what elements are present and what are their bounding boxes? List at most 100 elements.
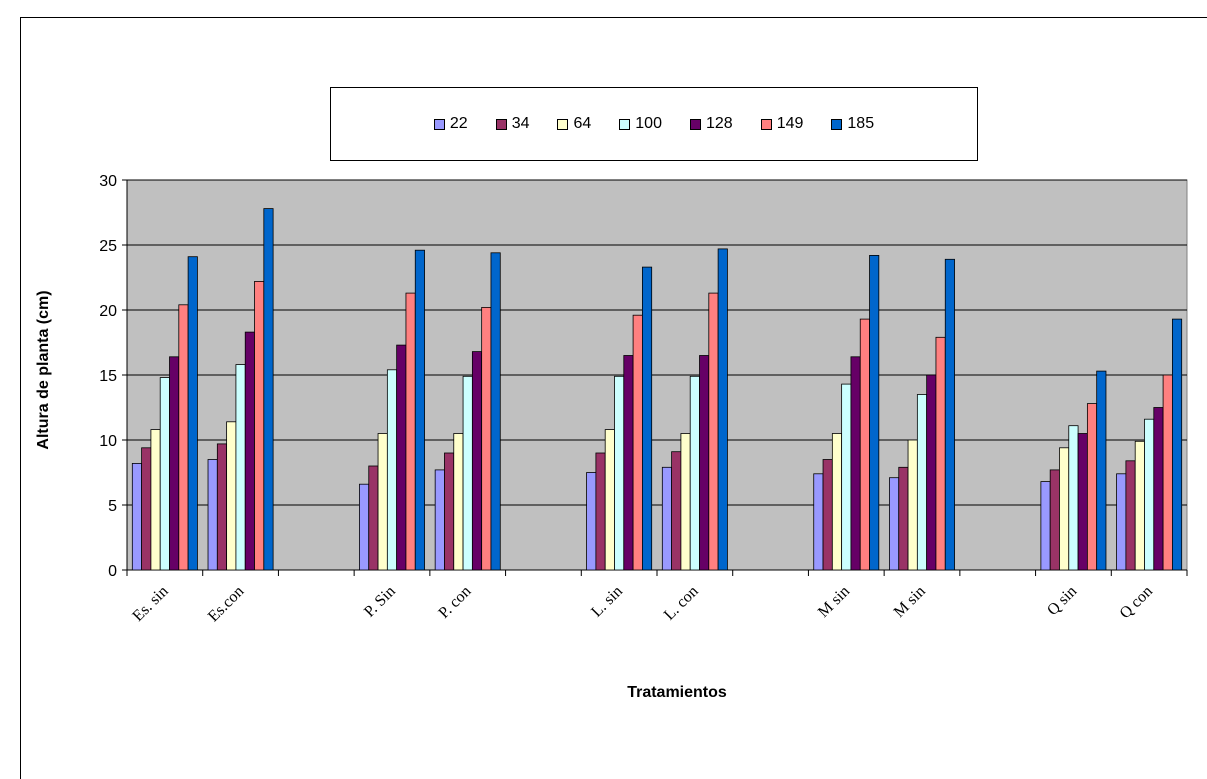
- bar: [1144, 418, 1155, 571]
- bar: [254, 280, 265, 571]
- bar: [216, 443, 228, 571]
- bar: [1068, 425, 1079, 571]
- bar: [916, 394, 928, 571]
- bar: [1162, 374, 1173, 571]
- bar: [708, 292, 719, 571]
- bar: [604, 429, 615, 571]
- y-tick-label: 15: [99, 368, 117, 385]
- bar: [1049, 469, 1060, 571]
- bar: [414, 249, 425, 571]
- legend-swatch: [760, 118, 772, 130]
- bar: [841, 383, 852, 571]
- bar: [244, 331, 255, 571]
- legend-swatch: [619, 118, 631, 130]
- bar: [632, 314, 643, 571]
- bar: [1125, 460, 1136, 571]
- bar: [1086, 403, 1098, 571]
- bar: [471, 351, 483, 571]
- bar: [141, 447, 152, 571]
- bar: [717, 248, 728, 571]
- legend-label: 64: [573, 115, 592, 132]
- bar: [595, 452, 606, 571]
- bar: [396, 344, 407, 571]
- legend-item: 149: [760, 115, 804, 133]
- bar: [444, 452, 455, 571]
- bar: [207, 459, 218, 571]
- legend-swatch: [831, 118, 843, 130]
- bar: [226, 421, 237, 571]
- bar: [641, 266, 653, 571]
- bar: [661, 466, 673, 571]
- y-axis-title: Altura de planta (cm): [35, 290, 52, 449]
- bar: [813, 473, 824, 571]
- x-category-label: L. sin: [588, 583, 626, 621]
- bar: [1040, 481, 1051, 571]
- bar: [490, 252, 501, 571]
- bar: [1059, 447, 1070, 571]
- bar: [434, 469, 445, 571]
- bar: [623, 355, 634, 571]
- bar: [1096, 370, 1107, 571]
- bar: [169, 356, 180, 571]
- x-category-label: L. con: [661, 583, 702, 624]
- bar: [386, 369, 398, 571]
- bar: [187, 256, 198, 571]
- legend-label: 100: [635, 115, 662, 132]
- legend-item: 22: [433, 115, 468, 133]
- bar: [586, 472, 597, 571]
- bar: [671, 451, 682, 571]
- x-category-label: Q sin: [1044, 583, 1080, 619]
- x-axis-title: Tratamientos: [627, 684, 727, 701]
- legend-item: 34: [495, 115, 530, 133]
- legend-swatch: [557, 118, 569, 130]
- bar: [462, 375, 473, 571]
- y-tick-label: 30: [99, 173, 117, 190]
- bar: [159, 377, 170, 571]
- bar: [1077, 433, 1088, 571]
- legend-label: 34: [511, 115, 530, 132]
- legend-item: 128: [689, 115, 733, 133]
- y-tick-label: 10: [99, 433, 117, 450]
- bar: [907, 439, 918, 571]
- x-category-label: P. con: [435, 583, 474, 622]
- legend-label: 149: [776, 115, 804, 132]
- bar: [1134, 440, 1145, 571]
- x-category-label: P. Sin: [361, 583, 399, 621]
- x-category-label: M sin: [891, 583, 929, 621]
- bar: [150, 429, 161, 571]
- legend-swatch: [689, 118, 701, 130]
- bar: [689, 375, 700, 571]
- bar: [1116, 473, 1127, 571]
- bar: [405, 292, 416, 571]
- bar: [869, 254, 880, 571]
- legend-label: 22: [449, 115, 468, 132]
- bar: [680, 433, 691, 571]
- y-tick-label: 0: [108, 563, 117, 580]
- bar: [944, 258, 955, 571]
- bar: [368, 465, 379, 571]
- y-tick-label: 5: [108, 498, 117, 515]
- legend-label: 185: [847, 115, 875, 132]
- bar: [614, 375, 625, 571]
- legend-item: 100: [619, 115, 662, 133]
- legend-label: 128: [705, 115, 733, 132]
- legend-swatch: [433, 118, 445, 130]
- bar: [178, 304, 189, 571]
- bar: [699, 355, 710, 571]
- bar: [889, 477, 900, 571]
- bar: [822, 459, 833, 571]
- bar: [1153, 407, 1164, 571]
- legend-item: 185: [831, 115, 874, 133]
- bar: [131, 462, 143, 571]
- legend-swatch: [495, 118, 507, 130]
- bar: [898, 466, 909, 571]
- bar: [850, 356, 861, 571]
- legend: 22 34 64 100 128 149 185: [330, 87, 978, 161]
- bar: [831, 433, 843, 571]
- bar: [263, 208, 274, 571]
- bar: [926, 374, 937, 571]
- y-tick-label: 25: [99, 238, 117, 255]
- x-category-label: Es. sin: [129, 583, 171, 625]
- bar: [359, 483, 370, 571]
